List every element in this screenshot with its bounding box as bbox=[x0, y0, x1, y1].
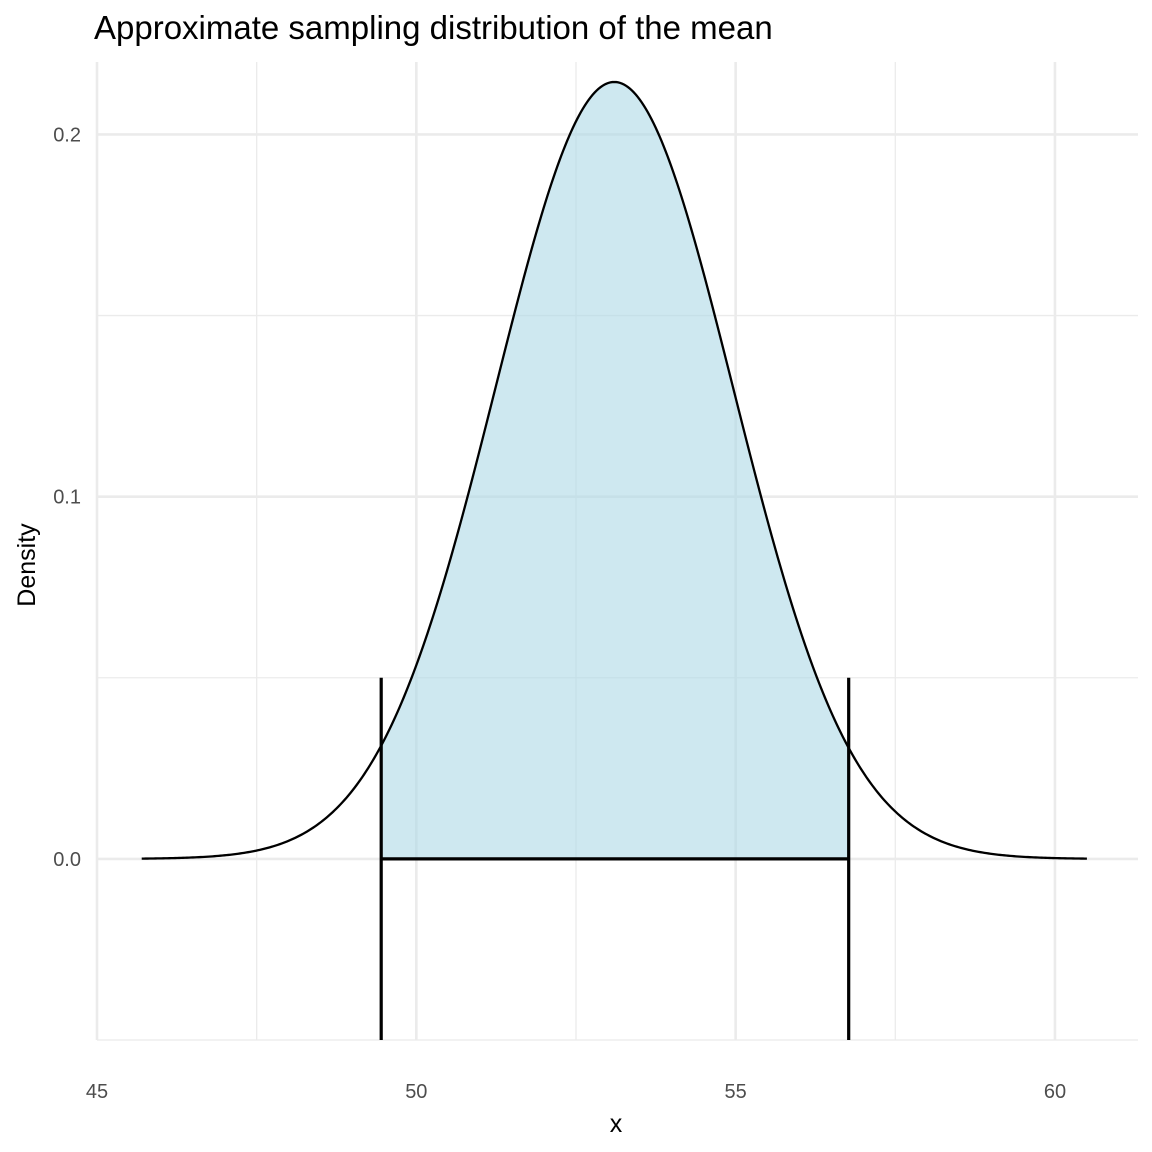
y-tick-label-0: 0.0 bbox=[53, 849, 81, 871]
y-tick-label-2: 0.2 bbox=[53, 124, 81, 146]
data-layer bbox=[141, 80, 1087, 1040]
chart-title: Approximate sampling distribution of the… bbox=[94, 9, 773, 46]
y-tick-label-1: 0.1 bbox=[53, 487, 81, 509]
x-tick-label-1: 50 bbox=[405, 1081, 427, 1103]
density-curve bbox=[141, 80, 1087, 860]
interval-shaded-area bbox=[381, 81, 849, 859]
x-tick-label-2: 55 bbox=[725, 1081, 747, 1103]
x-axis-title: x bbox=[610, 1110, 623, 1138]
axis-labels: 45 50 55 60 0.0 0.1 0.2 bbox=[53, 124, 1066, 1103]
x-tick-label-3: 60 bbox=[1044, 1081, 1066, 1103]
x-tick-label-0: 45 bbox=[86, 1081, 108, 1103]
y-axis-title: Density bbox=[13, 523, 41, 607]
